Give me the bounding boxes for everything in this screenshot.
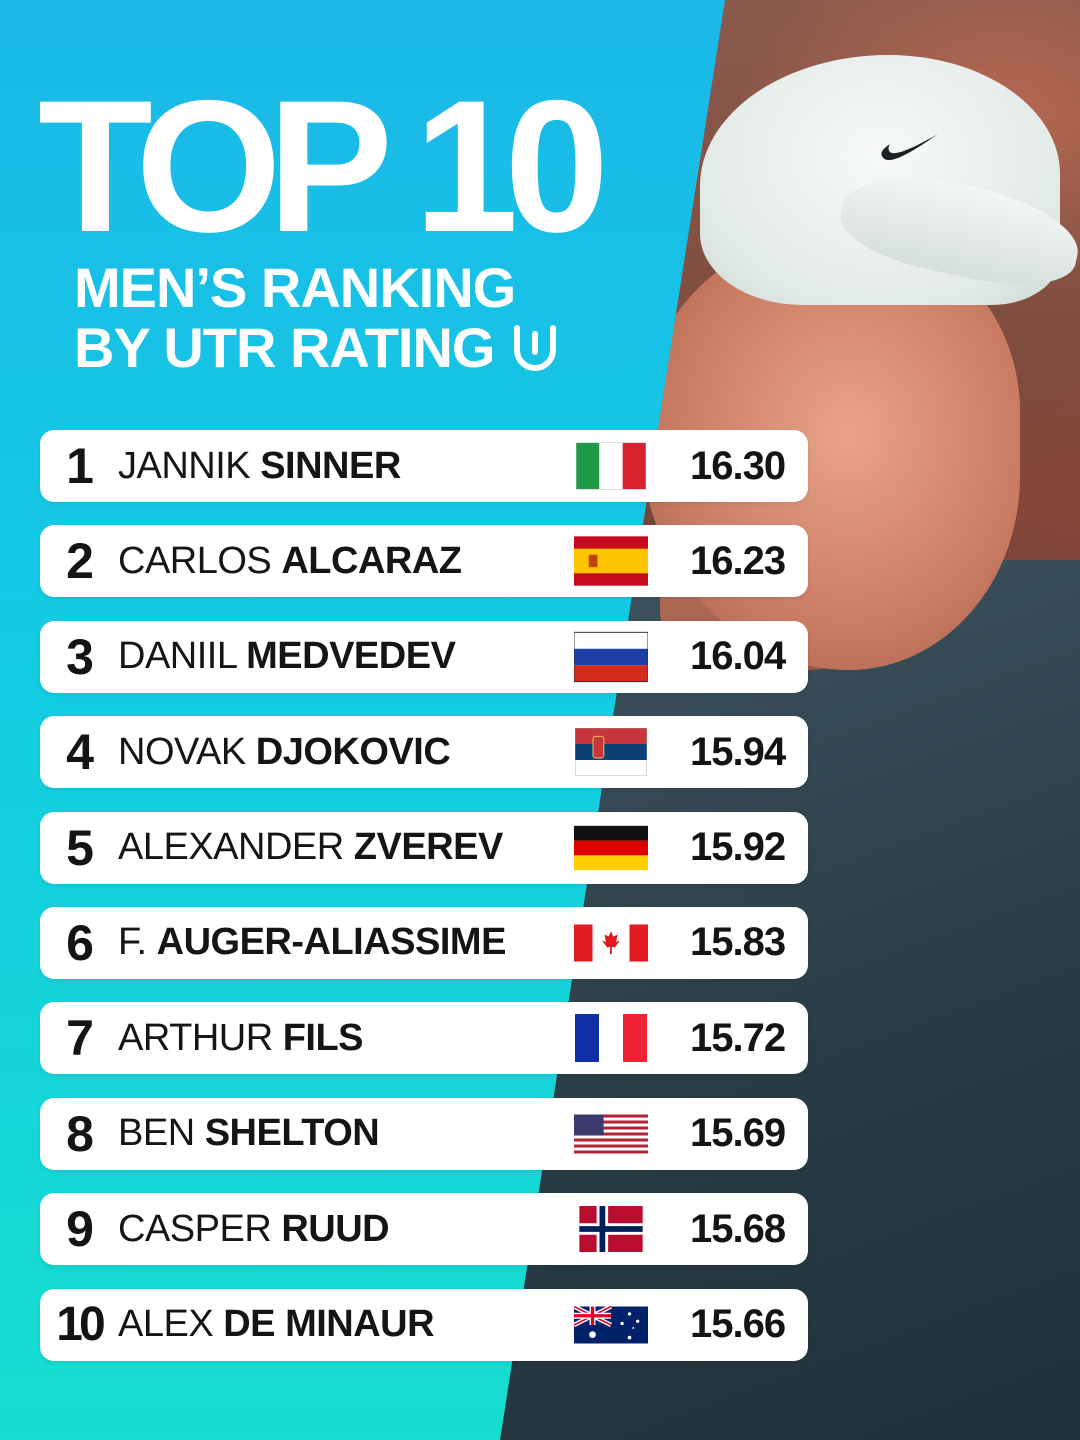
player-name: ARTHUR FILS: [118, 1017, 574, 1060]
rank-number: 1: [66, 438, 94, 494]
utr-rating: 15.92: [690, 825, 786, 870]
utr-rating: 15.72: [690, 1015, 786, 1060]
france-flag-icon: [574, 1014, 648, 1063]
player-first-name: NOVAK: [118, 730, 246, 773]
ranking-row: 9 CASPER RUUD 15.68: [40, 1193, 808, 1266]
player-first-name: CASPER: [118, 1207, 272, 1250]
player-first-name: ARTHUR: [118, 1016, 273, 1059]
utr-rating: 15.68: [690, 1206, 786, 1251]
utr-rating: 16.23: [690, 538, 786, 583]
player-first-name: ALEXANDER: [118, 826, 344, 869]
player-first-name: JANNIK: [118, 444, 251, 487]
rank-number: 2: [66, 533, 94, 590]
rank-number: 5: [66, 819, 94, 876]
player-name: F. AUGER-ALIASSIME: [118, 921, 574, 964]
norway-flag-icon: [574, 1205, 648, 1253]
ranking-row: 4 NOVAK DJOKOVIC 15.94: [40, 716, 808, 789]
russia-flag-icon: [574, 631, 648, 682]
player-name: BEN SHELTON: [118, 1112, 574, 1155]
ranking-list: 1 JANNIK SINNER 16.30 2 CARLOS ALCARAZ 16.23 3…: [40, 430, 808, 1384]
player-name: ALEXANDER ZVEREV: [118, 826, 574, 869]
player-name: DANIIL MEDVEDEV: [118, 635, 574, 678]
player-name: NOVAK DJOKOVIC: [118, 731, 574, 774]
ranking-row: 6 F. AUGER-ALIASSIME 15.83: [40, 906, 808, 979]
rank-number: 8: [66, 1105, 94, 1162]
utr-rating: 15.94: [690, 729, 786, 774]
rank-number: 4: [66, 724, 94, 781]
ranking-row: 10 ALEX DE MINAUR 15.66: [40, 1288, 808, 1361]
player-last-name: FILS: [282, 1016, 364, 1059]
subtitle: MEN’S RANKING BY UTR RATING: [74, 258, 558, 378]
rank-number: 10: [56, 1298, 105, 1352]
rank-number: 9: [66, 1201, 94, 1258]
player-name: CASPER RUUD: [118, 1208, 574, 1251]
player-last-name: DE MINAUR: [223, 1303, 435, 1346]
ranking-row: 7 ARTHUR FILS 15.72: [40, 1002, 808, 1075]
utr-rating: 15.66: [690, 1302, 786, 1347]
utr-rating: 15.83: [690, 920, 786, 965]
player-last-name: ZVEREV: [353, 826, 504, 869]
rank-number: 7: [66, 1010, 94, 1067]
player-name: CARLOS ALCARAZ: [118, 540, 574, 583]
player-last-name: RUUD: [281, 1207, 390, 1250]
australia-flag-icon: [574, 1301, 648, 1349]
player-last-name: SINNER: [260, 444, 401, 487]
subtitle-line-2: BY UTR RATING: [74, 318, 558, 378]
canada-flag-icon: [574, 919, 648, 967]
ranking-row: 2 CARLOS ALCARAZ 16.23: [40, 525, 808, 598]
usa-flag-icon: [574, 1110, 648, 1158]
subtitle-line-2-text: BY UTR RATING: [74, 316, 495, 379]
utr-logo-icon: [514, 325, 557, 371]
player-first-name: CARLOS: [118, 539, 272, 582]
subtitle-line-1: MEN’S RANKING: [74, 256, 516, 319]
ranking-row: 1 JANNIK SINNER 16.30: [40, 430, 808, 502]
germany-flag-icon: [574, 824, 648, 872]
player-last-name: MEDVEDEV: [246, 635, 456, 678]
player-first-name: ALEX: [118, 1303, 214, 1346]
utr-rating: 15.69: [690, 1111, 786, 1156]
page-title: TOP 10: [38, 61, 609, 271]
player-name: JANNIK SINNER: [118, 445, 574, 488]
player-last-name: AUGER-ALIASSIME: [156, 921, 507, 964]
rank-number: 3: [66, 628, 94, 685]
player-first-name: DANIIL: [118, 635, 237, 678]
player-last-name: ALCARAZ: [281, 539, 462, 582]
ranking-row: 5 ALEXANDER ZVEREV 15.92: [40, 811, 808, 884]
ranking-row: 8 BEN SHELTON 15.69: [40, 1097, 808, 1170]
ranking-row: 3 DANIIL MEDVEDEV 16.04: [40, 620, 808, 693]
rank-number: 6: [66, 914, 94, 971]
player-first-name: F.: [118, 921, 147, 964]
player-last-name: DJOKOVIC: [255, 730, 451, 773]
utr-rating: 16.30: [690, 443, 786, 488]
utr-rating: 16.04: [690, 634, 786, 679]
player-last-name: SHELTON: [204, 1112, 380, 1155]
player-first-name: BEN: [118, 1112, 195, 1155]
player-name: ALEX DE MINAUR: [118, 1303, 574, 1346]
serbia-flag-icon: [574, 728, 648, 777]
spain-flag-icon: [574, 536, 648, 587]
swoosh-logo-icon: [881, 134, 938, 161]
italy-flag-icon: [574, 442, 648, 490]
